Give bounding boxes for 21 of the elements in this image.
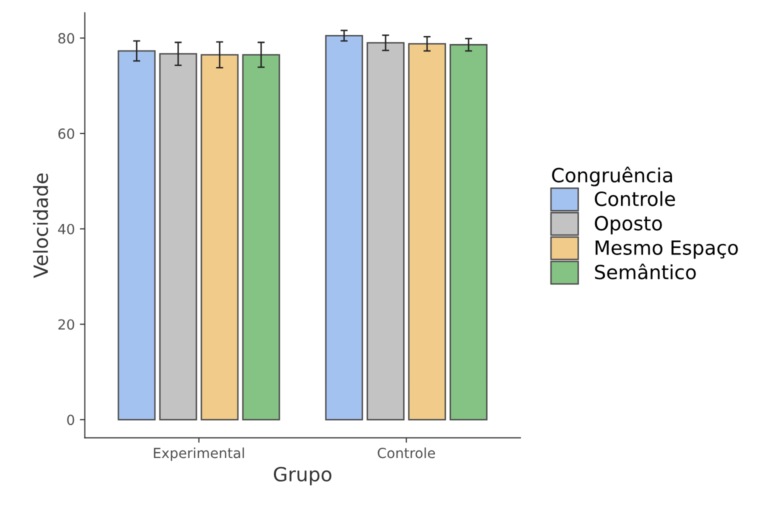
legend-title: Congruência	[552, 166, 672, 186]
x-tick-label: Experimental	[154, 447, 244, 461]
bar	[200, 54, 239, 420]
y-tick-label: 60	[58, 128, 74, 139]
y-axis-title: Velocidade	[33, 173, 48, 278]
legend-label: Semântico	[595, 264, 696, 280]
legend-label: Controle	[594, 191, 675, 206]
bar	[325, 35, 364, 420]
y-tick-label: 40	[58, 224, 74, 234]
bar	[366, 42, 405, 420]
legend-label: Oposto	[594, 216, 662, 234]
y-tick-label: 0	[67, 414, 74, 426]
y-tick-label: 80	[58, 33, 74, 44]
bar	[242, 54, 280, 420]
bar	[159, 53, 198, 420]
bar	[450, 44, 488, 420]
x-axis-title: Grupo	[274, 466, 332, 486]
legend-label: Mesmo Espaço	[596, 240, 738, 259]
bar	[408, 43, 446, 420]
bar	[118, 50, 156, 420]
y-tick-label: 20	[58, 319, 74, 330]
